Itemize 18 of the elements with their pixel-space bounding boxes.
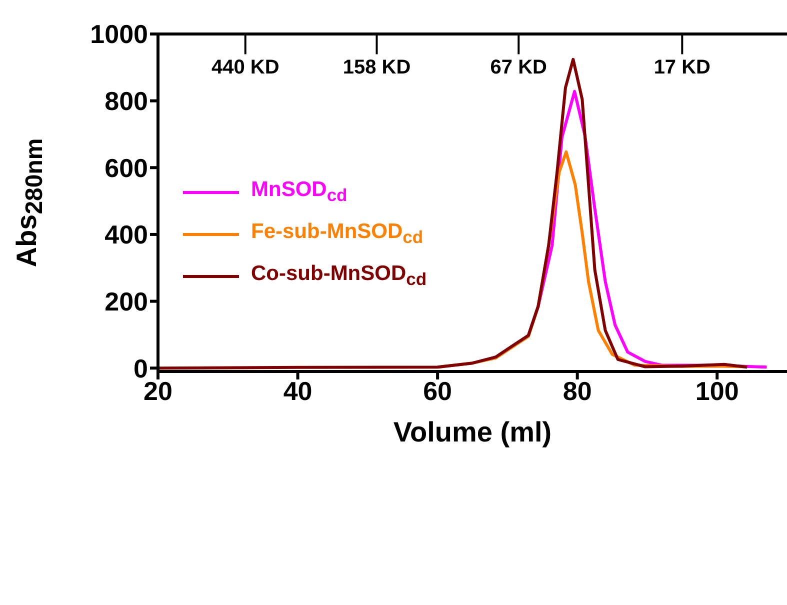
line-series bbox=[158, 58, 749, 370]
legend-label: Fe-sub-MnSOD$_{cd}$ bbox=[251, 220, 424, 248]
y-tick-label: 800 bbox=[104, 86, 148, 116]
y-tick-label: 600 bbox=[104, 152, 148, 183]
y-tick-label: 1000 bbox=[90, 19, 148, 50]
y-tick-label: 200 bbox=[104, 286, 148, 317]
x-tick-label: 40 bbox=[283, 376, 312, 406]
ref-line-label: 67 KD bbox=[490, 56, 547, 78]
x-tick-label: 80 bbox=[562, 376, 592, 406]
ref-line-label: 158 KD bbox=[342, 56, 411, 78]
y-tick-label: 400 bbox=[104, 220, 148, 250]
x-axis-title: Volume (ml) bbox=[393, 416, 552, 448]
legend-label: Co-sub-MnSOD$_{cd}$ bbox=[251, 262, 427, 291]
x-tick-label: 100 bbox=[695, 376, 739, 406]
legend-label: MnSOD$_{cd}$ bbox=[251, 178, 348, 206]
x-tick-label: 60 bbox=[423, 376, 452, 406]
ref-line-label: 440 KD bbox=[211, 56, 280, 78]
ref-line-label: 17 KD bbox=[654, 56, 711, 78]
